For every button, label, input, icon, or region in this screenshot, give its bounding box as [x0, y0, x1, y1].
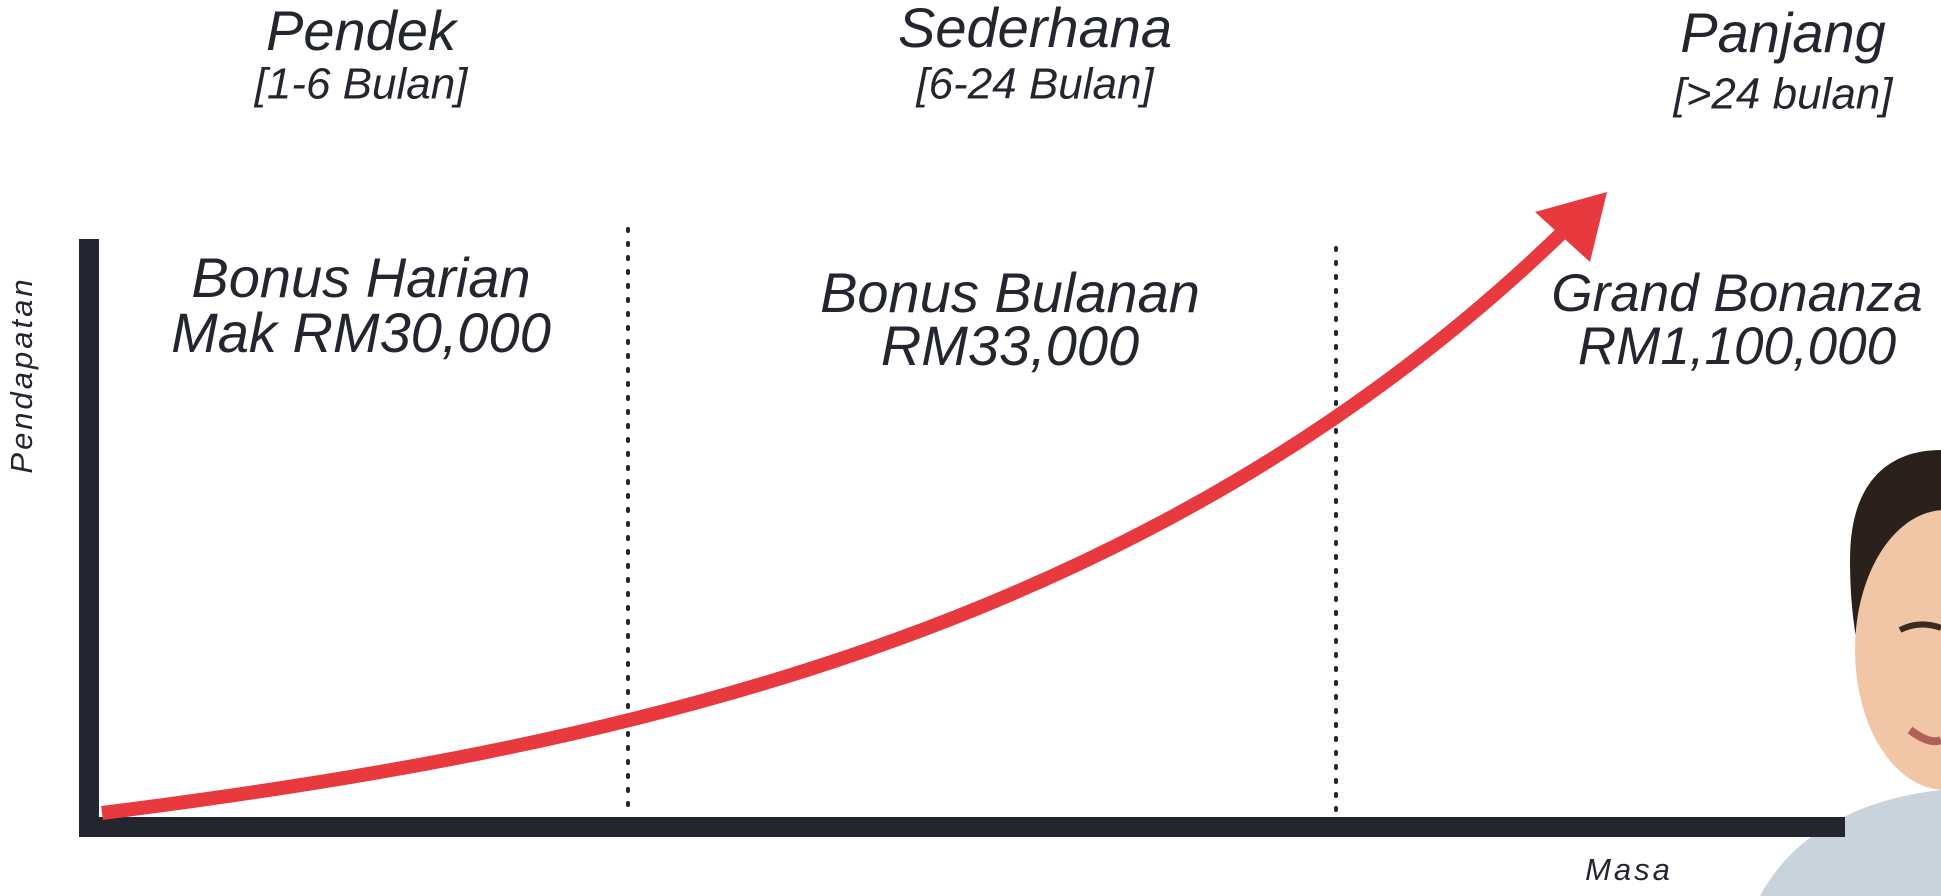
stage-title: Panjang — [1680, 1, 1886, 64]
bonus-text: Bonus Harian — [191, 246, 530, 309]
stage-period: [>24 bulan] — [1673, 70, 1895, 119]
x-axis — [79, 817, 1845, 837]
bonus-text: RM33,000 — [881, 314, 1139, 377]
bonus-text: RM1,100,000 — [1578, 317, 1897, 376]
growth-diagram: Pendek [1-6 Bulan] Sederhana [6-24 Bulan… — [0, 0, 1941, 896]
x-axis-label: Masa — [1585, 852, 1673, 887]
y-axis — [79, 239, 99, 837]
bonus-text: Grand Bonanza — [1551, 264, 1922, 323]
y-axis-label: Pendapatan — [4, 276, 39, 473]
page: {"stages":[ {"title":"Pendek","period":"… — [0, 0, 1941, 896]
stage-period: [6-24 Bulan] — [915, 60, 1155, 109]
stage-period: [1-6 Bulan] — [254, 60, 470, 109]
bonus-text: Mak RM30,000 — [171, 301, 551, 364]
stage-title: Pendek — [266, 0, 459, 62]
stage-title: Sederhana — [898, 0, 1172, 59]
